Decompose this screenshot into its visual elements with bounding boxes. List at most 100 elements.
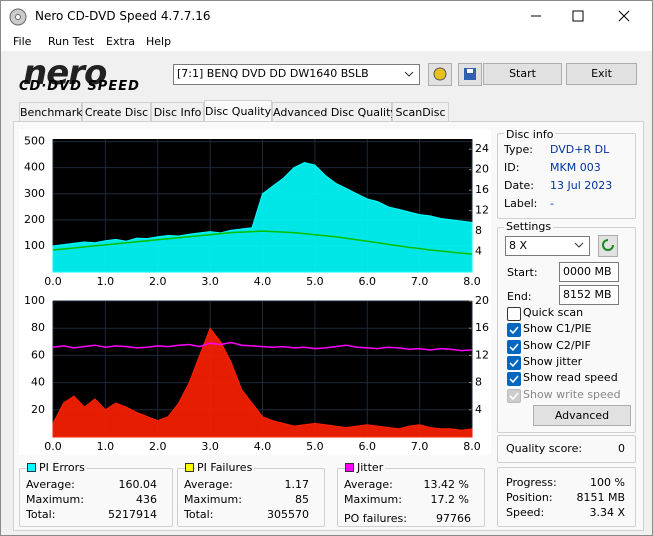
y-tick-label: 500 (24, 135, 45, 148)
tab[interactable]: Disc Quality (204, 100, 272, 121)
progress-box (497, 467, 636, 527)
checkbox-label: Show read speed (523, 371, 618, 385)
stats-title: Jitter (355, 461, 386, 474)
x-tick-label: 3.0 (201, 275, 219, 288)
x-tick-label: 8.0 (463, 440, 481, 453)
start-label: Start: (507, 266, 538, 279)
refresh-button[interactable] (598, 235, 618, 257)
stats-title: PI Failures (195, 461, 255, 474)
y2-tick-label: 24 (475, 142, 489, 155)
tab[interactable]: Advanced Disc Quality (272, 102, 397, 121)
y2-tick-label: 20 (475, 163, 489, 176)
checkbox[interactable] (507, 307, 521, 321)
menu-item[interactable]: File (13, 35, 32, 48)
stats-label: Maximum: (344, 493, 402, 506)
window-controls[interactable] (511, 1, 651, 31)
eject-button[interactable] (428, 63, 452, 86)
y-tick-label: 80 (31, 321, 45, 334)
stats-box (19, 468, 173, 527)
y2-tick-label: 4 (475, 403, 482, 416)
logo-speed: CD·DVD SPEED (19, 79, 140, 94)
x-tick-label: 1.0 (97, 275, 115, 288)
speed-select[interactable]: 8 X (505, 236, 590, 256)
tab[interactable]: Disc Info (151, 102, 204, 121)
dropdown-arrow (404, 71, 414, 77)
stats-value: 13.42 % (423, 478, 469, 491)
stats-label: Total: (26, 508, 56, 521)
x-tick-label: 0.0 (44, 440, 62, 453)
disc-info-value: MKM 003 (550, 161, 601, 174)
progress-label: Position: (506, 491, 553, 504)
checkbox[interactable] (507, 339, 521, 354)
progress-value: 100 % (590, 476, 625, 489)
logo-nero: nero (23, 53, 107, 93)
check-mark (509, 343, 519, 351)
po-value: 97766 (436, 512, 471, 525)
checkbox-label: Quick scan (523, 306, 584, 319)
checkbox[interactable] (507, 388, 521, 403)
disc-info-box (497, 133, 636, 219)
checkbox[interactable] (507, 372, 521, 387)
menu-item[interactable]: Help (146, 35, 172, 48)
stats-label: Maximum: (184, 493, 242, 506)
x-tick-label: 7.0 (411, 440, 429, 453)
stats-label: Maximum: (26, 493, 84, 506)
advanced-button[interactable]: Advanced (533, 405, 631, 426)
x-tick-label: 2.0 (149, 440, 167, 453)
y-tick-label: 100 (24, 294, 45, 307)
exit-button[interactable]: Exit (566, 63, 637, 85)
y-tick-label: 400 (24, 161, 45, 174)
start-button[interactable]: Start (483, 63, 562, 85)
x-tick-label: 8.0 (463, 275, 481, 288)
y2-tick-label: 12 (475, 348, 489, 361)
y2-tick-label: 8 (475, 376, 482, 389)
progress-label: Progress: (506, 476, 557, 489)
tab[interactable]: ScanDisc (392, 102, 449, 121)
stats-value: 305570 (267, 508, 309, 521)
checkbox-label: Show jitter (523, 354, 583, 368)
quality-value: 0 (618, 442, 625, 455)
quality-label: Quality score: (506, 442, 583, 455)
stats-value: 85 (295, 493, 309, 506)
menu-item[interactable]: Extra (106, 35, 136, 48)
y2-tick-label: 12 (475, 204, 489, 217)
x-tick-label: 3.0 (201, 440, 219, 453)
disc-info-value: DVD+R DL (550, 143, 610, 156)
start-input[interactable]: 0000 MB (559, 262, 619, 282)
stats-value: 1.17 (284, 478, 310, 491)
x-tick-label: 0.0 (44, 275, 62, 288)
checkbox-label: Show write speed (523, 387, 621, 401)
x-tick-label: 2.0 (149, 275, 167, 288)
stats-box (337, 468, 485, 527)
legend-swatch (185, 463, 194, 472)
series-line (52, 341, 473, 352)
drive-select[interactable]: [7:1] BENQ DVD DD DW1640 BSLB (173, 64, 420, 85)
stats-value: 160.04 (118, 478, 158, 491)
checkbox-label: Show C2/PIF (523, 338, 591, 352)
checkbox[interactable] (507, 355, 521, 370)
x-tick-label: 4.0 (254, 440, 272, 453)
y-tick-label: 100 (24, 239, 45, 252)
tab[interactable]: Benchmark (19, 102, 83, 121)
check-mark (509, 391, 519, 400)
save-button[interactable] (458, 63, 482, 86)
disc-info-label: Date: (504, 179, 534, 192)
y2-tick-label: 8 (475, 224, 482, 237)
stats-value: 5217914 (108, 508, 157, 521)
checkbox[interactable] (507, 323, 521, 338)
menu-item[interactable]: Run Test (48, 35, 95, 48)
stats-label: Average: (184, 478, 233, 491)
x-tick-label: 1.0 (97, 440, 115, 453)
series-area (52, 327, 473, 438)
disc-info-title: Disc info (504, 128, 556, 141)
end-input[interactable]: 8152 MB (559, 285, 619, 305)
y-tick-label: 200 (24, 213, 45, 226)
title-bar (1, 1, 652, 31)
y2-tick-label: 4 (475, 245, 482, 258)
disc-info-label: Label: (504, 197, 538, 210)
tab[interactable]: Create Disc (82, 102, 151, 121)
po-label: PO failures: (344, 512, 407, 525)
checkbox-label: Show C1/PIE (523, 322, 592, 336)
y-tick-label: 60 (31, 348, 45, 361)
